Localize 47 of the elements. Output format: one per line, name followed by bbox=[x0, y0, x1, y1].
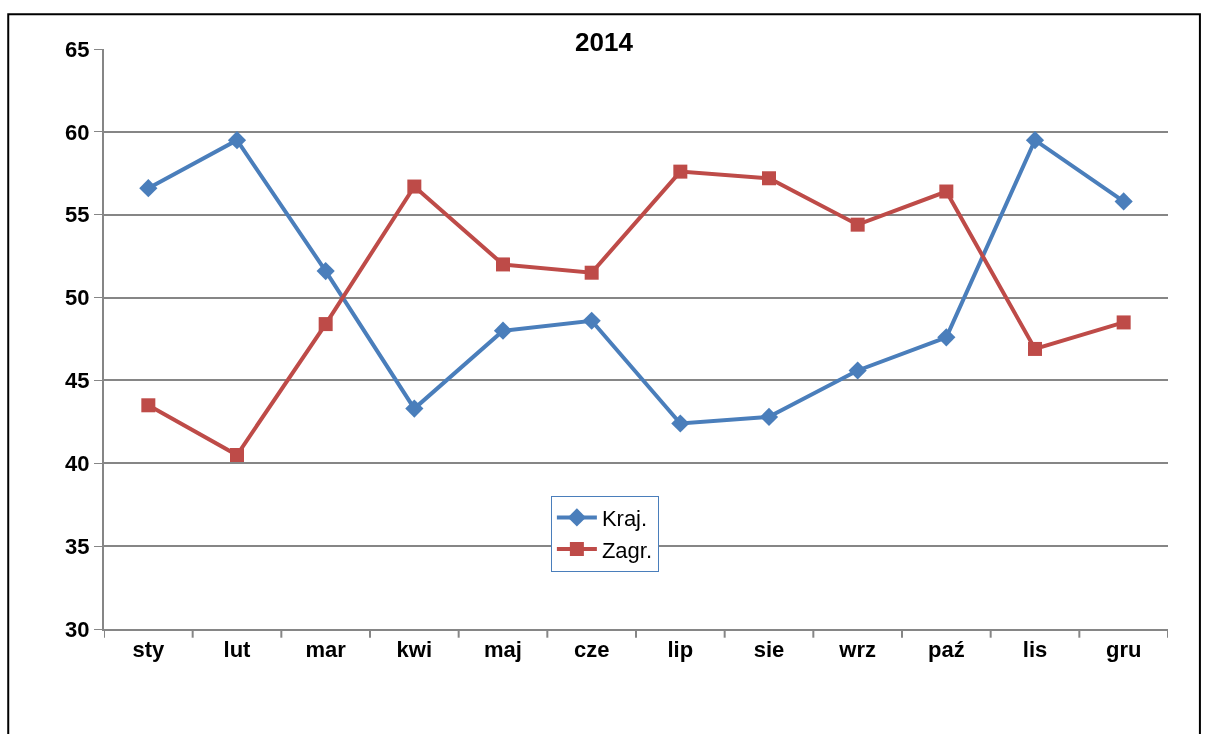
legend-label: Kraj. bbox=[601, 505, 648, 531]
x-tick-label: lip bbox=[667, 637, 694, 663]
point bbox=[1114, 192, 1133, 211]
point bbox=[227, 131, 247, 150]
point bbox=[671, 414, 690, 433]
x-tick-label: cze bbox=[573, 637, 610, 663]
point bbox=[1028, 341, 1042, 356]
x-tick-label: lis bbox=[1022, 637, 1048, 663]
x-tick-label: sie bbox=[753, 637, 785, 663]
y-tick-label: 30 bbox=[65, 616, 90, 642]
x-tick-label: maj bbox=[484, 637, 522, 663]
x-tick-label: gru bbox=[1105, 637, 1142, 663]
x-tick-label: paź bbox=[927, 637, 965, 663]
chart-title: 2014 bbox=[575, 27, 634, 58]
x-tick-label: mar bbox=[305, 637, 347, 663]
y-tick-label: 55 bbox=[65, 202, 90, 228]
point bbox=[139, 179, 158, 198]
point bbox=[582, 311, 601, 330]
point bbox=[407, 179, 422, 194]
x-tick-label: kwi bbox=[396, 637, 433, 663]
point bbox=[316, 261, 335, 281]
x-tick-label: sty bbox=[132, 637, 165, 663]
legend-label: Zagr. bbox=[601, 537, 653, 563]
y-tick-label: 35 bbox=[65, 533, 90, 559]
point bbox=[141, 398, 156, 413]
point bbox=[318, 317, 333, 332]
point bbox=[405, 399, 424, 418]
point bbox=[493, 321, 513, 340]
y-tick-label: 60 bbox=[65, 119, 90, 145]
point bbox=[759, 407, 779, 426]
point bbox=[584, 265, 599, 280]
y-tick-label: 40 bbox=[65, 450, 90, 476]
point bbox=[1025, 131, 1045, 150]
point bbox=[848, 361, 867, 380]
point bbox=[762, 171, 776, 186]
x-tick-label: wrz bbox=[838, 637, 877, 663]
y-tick-label: 50 bbox=[65, 285, 90, 311]
y-tick-label: 45 bbox=[65, 368, 90, 394]
point bbox=[1116, 315, 1131, 330]
point bbox=[937, 328, 956, 347]
y-tick-label: 65 bbox=[65, 36, 90, 62]
point bbox=[496, 257, 510, 272]
x-tick-label: lut bbox=[223, 637, 252, 663]
point bbox=[939, 184, 954, 199]
point bbox=[230, 448, 244, 462]
point bbox=[673, 164, 688, 179]
point bbox=[850, 217, 865, 232]
